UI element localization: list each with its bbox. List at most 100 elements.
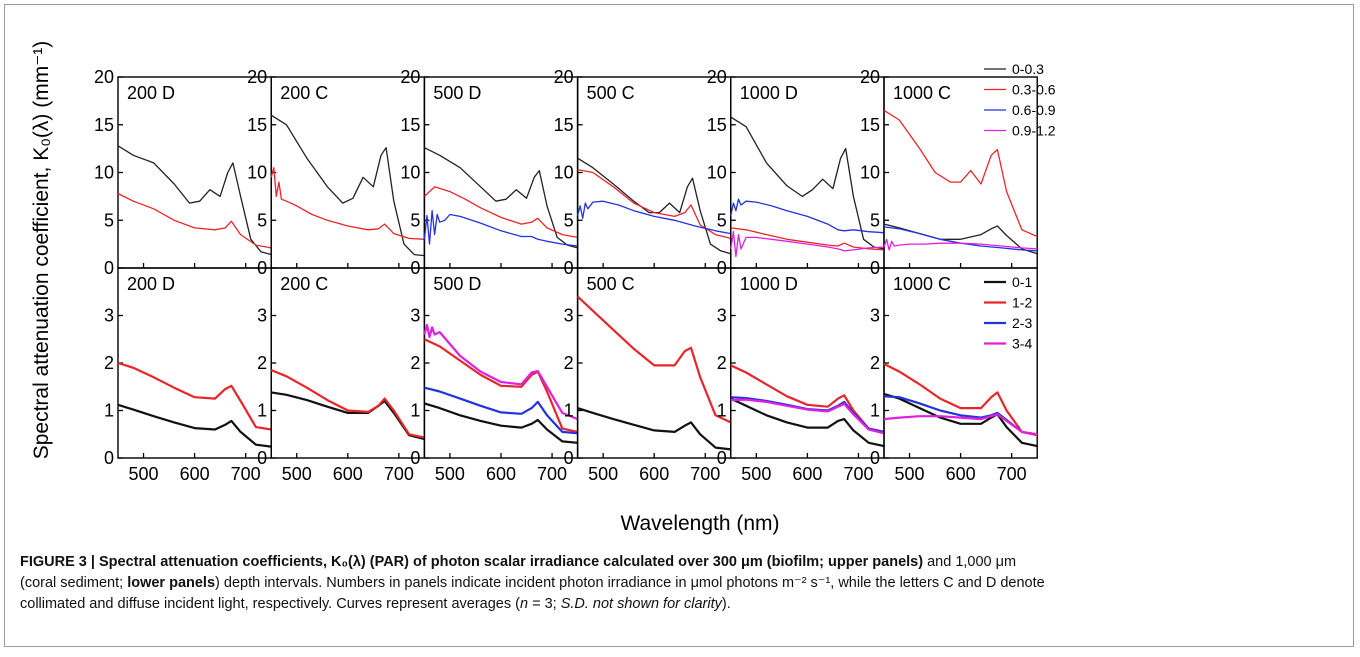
legend-label: 0.9-1.2 (1012, 123, 1056, 139)
panel-label: 500 C (587, 83, 635, 103)
y-tick-label: 10 (554, 163, 574, 183)
series-line-0.9-1.2 (730, 231, 885, 258)
series-line-0.3-0.6 (270, 167, 425, 240)
series-line-0.6-0.9 (730, 198, 885, 234)
series-line-0-0.3 (117, 145, 272, 256)
series-line-1-2 (117, 361, 272, 431)
y-tick-label: 2 (104, 353, 114, 373)
series-line-0-0.3 (577, 157, 731, 255)
figure-caption: FIGURE 3 | Spectral attenuation coeffici… (20, 552, 1340, 615)
y-tick-label: 5 (564, 210, 574, 230)
caption-line-1: FIGURE 3 | Spectral attenuation coeffici… (20, 552, 1340, 573)
y-tick-label: 0 (564, 448, 574, 468)
panel-upper-1: 0 5 10 15 20 200 D (94, 67, 272, 278)
series-line-0-0.3 (730, 116, 885, 250)
series-line-1-2 (270, 369, 425, 439)
y-tick-label: 1 (410, 401, 420, 421)
x-tick-label: 700 (997, 464, 1027, 484)
caption-text-3: collimated and diffuse incident light, r… (20, 596, 520, 612)
y-tick-label: 0 (717, 448, 727, 468)
y-tick-label: 0 (870, 448, 880, 468)
y-tick-label: 15 (707, 115, 727, 135)
series-line-3-4 (883, 413, 1038, 436)
x-tick-label: 500 (895, 464, 925, 484)
series-line-0-1 (730, 397, 885, 448)
panel-label: 200 C (280, 83, 328, 103)
caption-text-2a: (coral sediment; (20, 575, 128, 591)
legend-label: 3-4 (1012, 336, 1032, 352)
x-tick-label: 500 (435, 464, 465, 484)
legend-label: 0-0.3 (1012, 61, 1044, 77)
panel-label: 1000 C (893, 274, 951, 294)
series-line-0-0.3 (270, 114, 425, 257)
spectral-attenuation-chart: Spectral attenuation coefficient, K₀(λ) … (30, 41, 1056, 535)
caption-lower-panels: lower panels (127, 575, 216, 591)
caption-n: n (519, 596, 529, 612)
series-line-0-1 (577, 407, 731, 451)
panel-label: 1000 C (893, 83, 951, 103)
caption-text-1: and 1,000 μm (923, 554, 1017, 570)
x-tick-label: 700 (537, 464, 567, 484)
series-line-0-1 (883, 392, 1038, 448)
legend-upper: 0-0.3 0.3-0.6 0.6-0.9 0.9-1.2 (984, 61, 1056, 139)
series-line-2-3 (424, 386, 578, 435)
panel-label: 200 D (127, 83, 175, 103)
y-tick-label: 5 (410, 210, 420, 230)
y-tick-label: 0 (410, 448, 420, 468)
caption-text-3b: = 3; (528, 596, 561, 612)
y-tick-label: 2 (257, 353, 267, 373)
x-tick-label: 600 (639, 464, 669, 484)
x-tick-label: 600 (333, 464, 363, 484)
y-tick-label: 10 (247, 163, 267, 183)
series-line-0.3-0.6 (117, 192, 272, 249)
x-tick-label: 600 (792, 464, 822, 484)
y-tick-label: 0 (257, 448, 267, 468)
legend-label: 0.3-0.6 (1012, 82, 1056, 98)
x-tick-label: 500 (741, 464, 771, 484)
y-tick-label: 10 (860, 163, 880, 183)
series-line-1-2 (576, 295, 732, 424)
y-tick-label: 20 (94, 67, 114, 87)
legend-label: 0-1 (1012, 274, 1032, 290)
series-line-0.3-0.6 (883, 109, 1038, 238)
y-tick-label: 15 (860, 115, 880, 135)
panel-lower-5: 0 1 2 3 500 600 700 1000 D (717, 267, 885, 484)
y-tick-label: 15 (400, 115, 420, 135)
legend-label: 0.6-0.9 (1012, 102, 1056, 118)
caption-sd-note: S.D. not shown for clarity (560, 596, 722, 612)
series-line-3-4 (423, 323, 579, 421)
y-tick-label: 15 (94, 115, 114, 135)
y-tick-label: 20 (860, 67, 880, 87)
caption-text-2b: ) depth intervals. Numbers in panels ind… (215, 575, 1045, 591)
y-tick-label: 10 (94, 163, 114, 183)
y-tick-label: 1 (717, 401, 727, 421)
series-line-0-1 (424, 402, 578, 444)
series-line-1-2 (730, 364, 885, 433)
panel-frame (270, 267, 426, 459)
y-tick-label: 20 (554, 67, 574, 87)
y-tick-label: 10 (400, 163, 420, 183)
y-tick-label: 20 (707, 67, 727, 87)
x-tick-label: 500 (282, 464, 312, 484)
series-line-1-2 (423, 338, 578, 433)
y-tick-label: 5 (870, 210, 880, 230)
series-line-0.3-0.6 (423, 186, 578, 239)
y-tick-label: 2 (564, 353, 574, 373)
x-tick-label: 500 (588, 464, 618, 484)
y-tick-label: 2 (410, 353, 420, 373)
panel-label: 200 D (127, 274, 175, 294)
panel-frame (423, 267, 579, 459)
panel-lower-3: 0 1 2 3 500 600 700 500 D (410, 267, 579, 484)
panel-lower-4: 0 1 2 3 500 600 700 500 C (564, 267, 732, 484)
legend-label: 2-3 (1012, 315, 1032, 331)
y-tick-label: 1 (104, 401, 114, 421)
y-tick-label: 15 (554, 115, 574, 135)
y-tick-label: 1 (870, 401, 880, 421)
y-tick-label: 10 (707, 163, 727, 183)
x-tick-label: 600 (180, 464, 210, 484)
caption-text-3c: ). (721, 596, 731, 612)
